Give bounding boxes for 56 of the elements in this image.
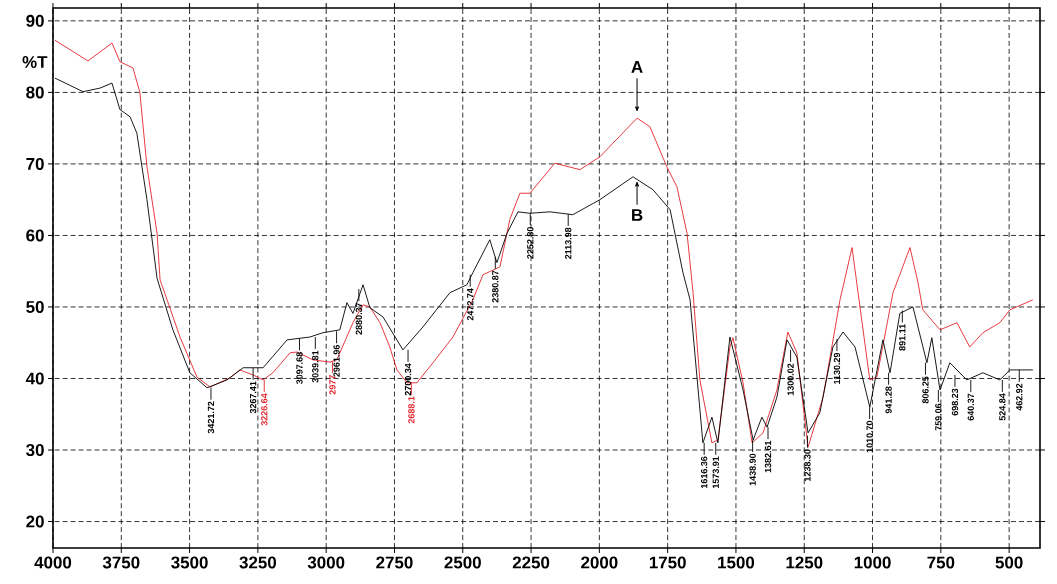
- x-tick-label: 1000: [854, 556, 891, 569]
- annotation: 759.06: [935, 403, 942, 431]
- annotation: 2880.37: [355, 302, 363, 335]
- annotation: 3097.68: [296, 352, 303, 385]
- annotation: 2977: [329, 375, 336, 395]
- annotation: 3267.41: [249, 381, 257, 414]
- x-tick-label: 1750: [649, 556, 686, 569]
- annotation: 3039.81: [312, 350, 319, 383]
- y-axis-title: %T: [22, 56, 48, 68]
- x-tick-label: 3750: [102, 556, 140, 569]
- y-tick-label: 20: [26, 515, 44, 528]
- annotation: 1010.70: [866, 420, 873, 453]
- annotation: 806.25: [922, 376, 929, 404]
- y-tick-label: 40: [25, 372, 44, 385]
- annotation: 1382.61: [764, 440, 772, 473]
- annotation: 2700.34: [404, 363, 412, 396]
- annotation: A: [631, 61, 643, 73]
- y-tick-label: 50: [26, 300, 44, 313]
- x-tick-label: 1250: [786, 556, 823, 569]
- x-tick-label: 2750: [376, 556, 413, 569]
- annotation: 941.28: [885, 386, 892, 414]
- x-tick-label: 3500: [171, 556, 208, 569]
- y-tick-label: 90: [26, 14, 44, 27]
- annotation: 1300.02: [787, 363, 794, 396]
- annotation: 1130.29: [833, 352, 841, 384]
- y-tick-label: 30: [26, 444, 44, 457]
- annotation: 2380.87: [492, 270, 499, 303]
- annotation: 2961.96: [333, 345, 340, 377]
- annotation: 2113.98: [565, 227, 572, 259]
- annotation: 1438.90: [749, 453, 756, 486]
- y-tick-label: 80: [26, 86, 44, 99]
- annotation: 1573.91: [712, 456, 719, 489]
- annotation: 3226.64: [261, 393, 268, 426]
- annotation: 2688.1: [408, 396, 415, 424]
- x-tick-label: 2500: [444, 556, 481, 569]
- annotation: 1238.30: [804, 449, 811, 481]
- annotation: 2252.80: [527, 227, 534, 259]
- x-tick-label: 2250: [512, 556, 550, 569]
- annotation: B: [632, 209, 643, 221]
- annotation: 2472.74: [467, 288, 474, 321]
- annotation: 524.84: [999, 393, 1006, 421]
- x-tick-label: 1500: [718, 556, 755, 569]
- annotation: 462.92: [1016, 383, 1023, 411]
- x-tick-label: 750: [927, 556, 955, 569]
- annotation: 3421.72: [207, 401, 215, 434]
- y-tick-label: 60: [26, 229, 44, 242]
- y-tick-label: 70: [26, 157, 44, 170]
- x-tick-label: 4000: [34, 556, 72, 569]
- x-tick-label: 3250: [239, 556, 276, 569]
- x-tick-label: 3000: [307, 556, 345, 569]
- x-tick-label: 2000: [581, 556, 618, 569]
- annotation: 698.23: [951, 388, 959, 416]
- annotation: 891.11: [899, 324, 906, 351]
- x-tick-label: 500: [995, 556, 1023, 569]
- annotation: 1616.36: [700, 456, 708, 489]
- annotation: 640.37: [967, 393, 974, 421]
